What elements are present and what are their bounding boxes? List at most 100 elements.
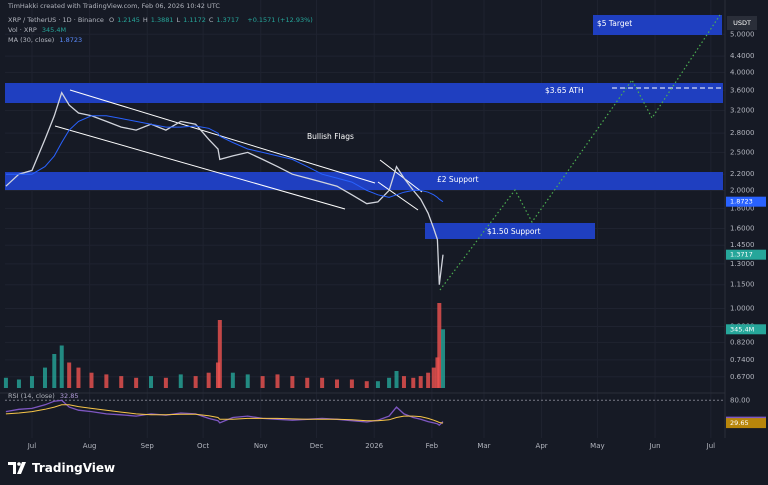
rsi-ma-badge [726,418,766,429]
x-tick-label: Jul [27,442,37,450]
change: +0.1571 (+12.93%) [247,16,313,24]
volume-bar [193,376,198,388]
ohlc-key: L [176,16,181,24]
y-tick-label: 3.2000 [730,106,755,114]
volume-bar [134,377,139,388]
flag-line [379,159,423,193]
rsi-name: RSI (14, close) [8,392,55,400]
volume-bar [411,377,416,388]
volume-bar [418,376,423,388]
x-tick-label: Oct [197,442,209,450]
rsi-ma-badge-text: 29.65 [730,419,749,427]
ohlc-value: 1.3717 [216,16,240,24]
brand-logo [8,462,26,474]
ma-badge-text: 1.8723 [730,198,753,206]
rsi-legend: RSI (14, close) 32.85 [8,392,82,400]
x-tick-label: Nov [254,442,268,450]
volume-bar [431,367,436,388]
channel-line [69,89,376,184]
y-tick-label: 5.0000 [730,30,755,38]
volume-value: 345.4M [41,26,67,34]
support-150-label: $1.50 Support [487,227,541,236]
brand: TradingView [8,461,115,475]
series-line [5,399,444,427]
flags-label: Bullish Flags [307,132,354,141]
x-tick-label: Mar [477,442,490,450]
volume-bar [275,374,280,388]
ath-zone [5,83,723,103]
ma-badge [726,196,766,207]
x-tick-label: Dec [310,442,324,450]
y-tick-label: 1.3000 [730,260,755,268]
volume-bar [305,377,310,388]
y-tick-label: 2.2000 [730,170,755,178]
ohlc-key: O [108,16,115,24]
projection-path [439,14,721,291]
x-tick-label: Apr [536,442,548,450]
y-tick-label: 1.4500 [730,241,755,249]
y-tick-label: 4.0000 [730,68,755,76]
y-tick-label: 0.8200 [730,338,755,346]
volume-bar [104,374,109,388]
ma-name: MA (30, close) [8,36,55,44]
volume-bar [290,376,295,388]
brand-name: TradingView [32,461,116,475]
volume-bar [149,376,154,388]
y-tick-label: 1.6000 [730,224,755,232]
volume-bar [260,376,265,388]
volume-bar [76,367,81,388]
volume-bar [230,372,235,388]
volume-bar [375,381,380,388]
credit: TimHakki created with TradingView.com, F… [8,2,220,10]
volume-bar [89,372,94,388]
target-label: $5 Target [597,19,632,28]
series-line [5,115,444,203]
volume-bar [364,381,369,388]
y-tick-label: 3.6000 [730,86,755,94]
volume-bar [320,377,325,388]
support-150-zone [425,223,595,239]
x-tick-label: Aug [83,442,97,450]
y-tick-label: 4.4000 [730,52,755,60]
volume-bar [441,329,446,388]
target-zone [593,15,722,35]
series-line [5,404,444,424]
volume-bar [3,377,8,388]
volume-bar [59,345,64,388]
x-tick-label: Feb [426,442,439,450]
x-tick-label: Jul [706,442,716,450]
volume-badge-text: 345.4M [730,325,754,333]
volume-bar [119,376,124,388]
volume-bar [206,372,211,388]
volume-bar [29,376,34,388]
volume-bar [437,303,442,388]
volume-bar [42,367,47,388]
volume-bar [401,376,406,388]
volume-bar [16,379,21,388]
y-tick-label: 80.00 [730,396,750,404]
price-badge [726,249,766,260]
series-line [5,91,444,285]
volume-bar [335,379,340,388]
currency: USDT [733,19,751,27]
y-tick-label: 2.0000 [730,186,755,194]
flag-line [377,181,419,211]
ma-legend: MA (30, close) 1.8723 [8,36,85,44]
ohlc-value: 1.3881 [150,16,174,24]
rsi-value: 32.85 [59,392,79,400]
symbol-legend: XRP / TetherUS · 1D · Binance O 1.2145 H 1.… [8,16,316,24]
y-tick-label: 2.5000 [730,148,755,156]
volume-name: Vol · XRP [8,26,37,34]
y-tick-label: 0.7400 [730,356,755,364]
volume-bar [349,379,354,388]
volume-bar [426,372,431,388]
price-badge-text: 1.3717 [730,251,753,259]
volume-bar [387,377,392,388]
x-tick-label: 2026 [365,442,383,450]
volume-bar [178,374,183,388]
volume-bar [245,374,250,388]
symbol: XRP / TetherUS · 1D · Binance [8,16,104,24]
x-tick-label: May [590,442,604,450]
